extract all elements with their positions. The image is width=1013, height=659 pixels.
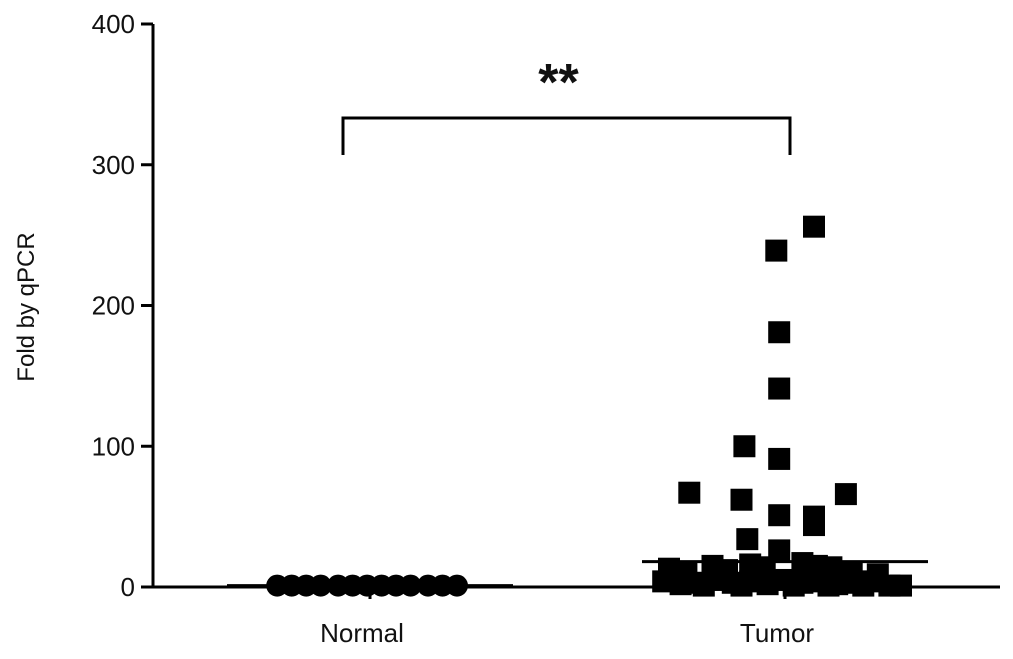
y-axis-title: Fold by qPCR [13, 232, 40, 381]
y-tick-label: 400 [92, 9, 135, 39]
data-point-tumor [817, 574, 840, 597]
y-tick-label: 300 [92, 150, 135, 180]
y-tick-label: 200 [92, 291, 135, 321]
data-point-tumor [765, 239, 788, 262]
data-point-tumor [768, 377, 791, 400]
data-point-tumor [756, 573, 779, 596]
data-point-tumor [652, 570, 675, 593]
significance-annotation: ** [341, 54, 792, 155]
data-point-tumor [692, 574, 715, 597]
data-point-tumor [803, 514, 825, 537]
data-point-tumor [782, 574, 805, 597]
x-tick-label: Tumor [740, 618, 814, 648]
data-point-tumor [669, 573, 692, 596]
y-tick-label: 0 [121, 572, 135, 602]
data-point-tumor [678, 481, 701, 504]
data-point-tumor [768, 321, 791, 344]
data-point-tumor [733, 435, 756, 458]
data-point-tumor [890, 574, 912, 597]
data-point-tumor [768, 539, 791, 562]
significance-bracket [341, 116, 792, 155]
data-point-tumor [803, 215, 825, 238]
significance-label: ** [538, 54, 579, 112]
data-points [266, 215, 912, 597]
data-point-tumor [730, 488, 753, 511]
mean-lines [227, 560, 928, 588]
data-point-tumor [852, 574, 875, 597]
data-point-tumor [768, 447, 791, 470]
data-point-tumor [768, 504, 791, 527]
data-point-tumor [834, 483, 857, 506]
data-point-tumor [736, 528, 759, 551]
y-tick-label: 100 [92, 431, 135, 461]
x-tick-label: Normal [320, 618, 404, 648]
data-point-tumor [730, 574, 753, 597]
